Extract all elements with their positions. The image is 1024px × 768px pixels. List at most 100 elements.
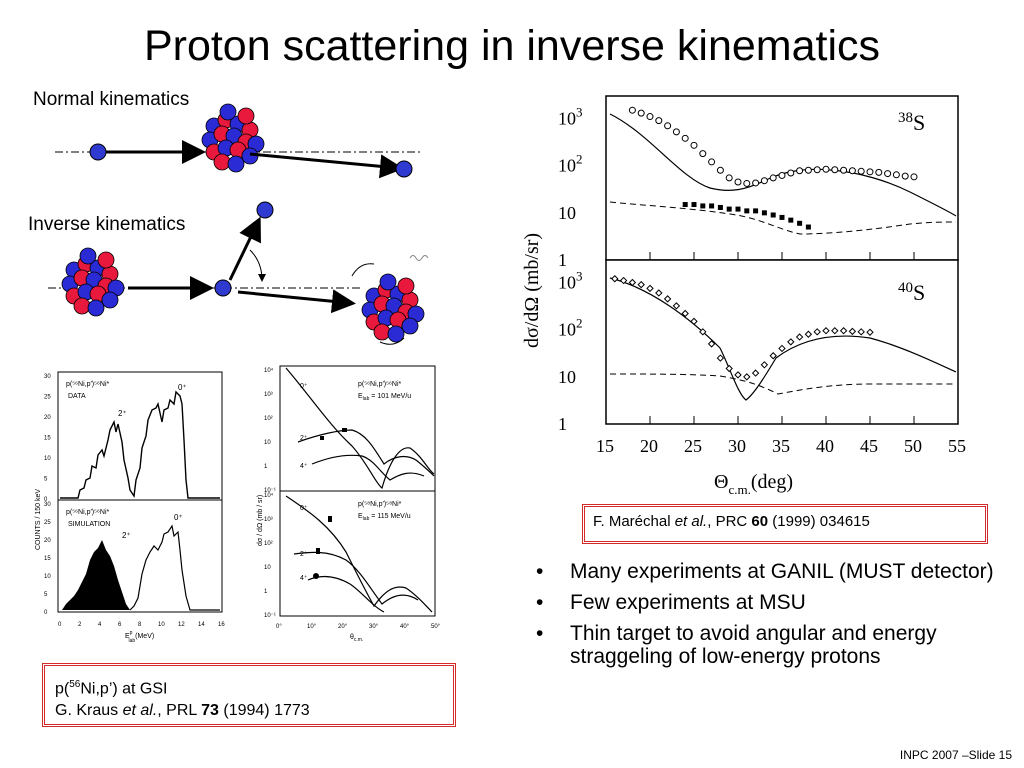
ang-y-tick-label: 10⁴ [264, 367, 274, 374]
ang-bottom-datapoint [316, 548, 320, 554]
nucleon [87, 299, 105, 317]
ganil-40S-point [690, 317, 698, 326]
ganil-40S-point [716, 354, 725, 362]
nucleon [97, 251, 115, 269]
bullet-item: • Thin target to avoid angular and energy… [536, 622, 937, 668]
ang-top-reaction: p(⁵⁶Ni,p′)⁵⁶Ni* [358, 381, 401, 388]
ganil-40S-point [681, 309, 689, 318]
gsi-y-tick-label: 30 [44, 374, 51, 380]
ganil-40S-point [857, 328, 865, 336]
ganil-40S-point [787, 338, 795, 346]
ganil-38S-point [884, 170, 892, 178]
ganil-y-axis-label: dσ/dΩ (mb/sr) [521, 233, 543, 348]
gsi-angular-figure: p(⁵⁶Ni,p′)⁵⁶Ni* Elab = 101 MeV/u 0⁺ 2⁺ 4… [257, 365, 441, 643]
ganil-x-tick-label: 20 [640, 436, 658, 456]
spin-arrow-bottom [379, 337, 405, 345]
ganil-40S-point [839, 327, 848, 335]
normal-projectile-proton [89, 143, 107, 161]
panel-38S-label: 38S [898, 110, 925, 135]
gsi-y-tick-label: 5 [44, 592, 48, 598]
nucleon [227, 155, 245, 173]
ang-y-tick-label: 10 [264, 565, 271, 571]
ganil-y-tick-label: 103 [558, 105, 583, 129]
ganil-38S-point [805, 224, 811, 230]
ang-x-label: θc.m. [350, 634, 363, 643]
ganil-38S-point [787, 169, 795, 177]
ang-bottom-energy: Elab = 115 MeV/u [358, 513, 411, 522]
ang-x-tick-label: 0° [276, 624, 282, 630]
ang-y-tick-label: 10⁻¹ [264, 488, 276, 494]
gsi-y-tick-label: 25 [44, 520, 51, 526]
slide-title: Proton scattering in inverse kinematics [143, 22, 881, 70]
ganil-38S-point [717, 204, 723, 210]
ganil-x-tick-label: 55 [948, 436, 966, 456]
slide-footer: INPC 2007 –Slide 15 [899, 748, 1012, 762]
ganil-38S-point [796, 167, 804, 175]
ganil-40S-point [795, 333, 804, 341]
fit-40S-dashed [609, 373, 956, 395]
gsi-simulation-filled [62, 540, 130, 610]
ganil-38S-point [753, 208, 759, 214]
ganil-38S-point [708, 158, 716, 166]
ganil-38S-point [681, 134, 689, 142]
ganil-38S-point [804, 166, 812, 174]
ganil-38S-point [691, 202, 697, 208]
ang-x-tick-label: 40° [400, 624, 410, 630]
ang-y-tick-label: 10³ [264, 392, 273, 398]
gsi-x-tick-label: 8 [138, 622, 142, 628]
gsi-x-tick-label: 12 [178, 622, 185, 628]
gsi-y-tick-label: 20 [44, 415, 51, 421]
ganil-38S-point [690, 141, 698, 149]
ang-top-curve-0 [285, 367, 435, 489]
ang-y-label: dσ / dΩ (mb / sr) [257, 495, 264, 546]
ganil-38S-point [672, 128, 680, 136]
gsi-bottom-reaction: p(⁵⁶Ni,p′)⁵⁶Ni* [66, 509, 109, 516]
ganil-38S-point [857, 167, 865, 175]
bullet-dot-icon: • [536, 591, 544, 614]
ganil-40S-point [848, 327, 857, 336]
gsi-x-tick-label: 14 [198, 622, 205, 628]
ganil-40S-point [778, 344, 786, 353]
ganil-38S-point [628, 106, 636, 114]
ang-bottom-datapoint [328, 516, 332, 522]
ganil-y-tick-label: 103 [558, 269, 583, 293]
ganil-40S-point [672, 302, 681, 310]
gsi-x-tick-label: 4 [98, 622, 102, 628]
gsi-y-tick-label: 15 [44, 556, 51, 562]
ang-y-tick-label: 1 [264, 589, 268, 595]
gsi-bottom-peak-2: 2⁺ [122, 531, 131, 540]
ganil-y-tick-label: 1 [558, 414, 567, 434]
gsi-ref-line2: G. Kraus et al., PRL 73 (1994) 1773 [55, 702, 310, 720]
gsi-ref-line1: p(56Ni,p’) at GSI [55, 679, 168, 698]
ganil-x-tick-label: 30 [728, 436, 746, 456]
ang-bottom-state-0: 0⁺ [300, 505, 308, 512]
nucleon [387, 325, 405, 343]
gsi-top-peak-0: 0⁺ [178, 383, 187, 392]
ganil-x-tick-label: 15 [596, 436, 614, 456]
ganil-y-tick-label: 1 [558, 250, 567, 270]
ang-y-tick-label: 10 [264, 440, 271, 446]
ganil-x-tick-label: 35 [772, 436, 790, 456]
gsi-y-tick-label: 10 [44, 574, 51, 580]
ganil-38S-point [761, 210, 767, 216]
ang-x-tick-label: 10° [307, 624, 317, 630]
nucleon [213, 153, 231, 171]
ganil-38S-point [716, 166, 724, 174]
ganil-38S-point [813, 166, 821, 174]
ganil-38S-point [901, 172, 909, 180]
ganil-x-tick-label: 45 [860, 436, 878, 456]
ang-top-datapoint [342, 428, 347, 432]
ang-y-tick-label: 10³ [264, 517, 273, 523]
panel-40S-label: 40S [898, 280, 925, 305]
gsi-y-label: COUNTS / 150 keV [35, 489, 42, 550]
ganil-40S-point [822, 327, 830, 335]
inverse-target-proton [214, 279, 232, 297]
gsi-x-label: Ep lab(MeV) [125, 630, 154, 644]
ganil-38S-point [682, 202, 688, 208]
ganil-38S-point [769, 174, 777, 182]
gsi-top-peak-2: 2⁺ [118, 409, 127, 418]
ganil-38S-point [822, 165, 830, 173]
ganil-x-tick-label: 40 [816, 436, 834, 456]
ganil-38S-point [646, 113, 654, 121]
gsi-bottom-peak-0: 0⁺ [174, 513, 183, 522]
